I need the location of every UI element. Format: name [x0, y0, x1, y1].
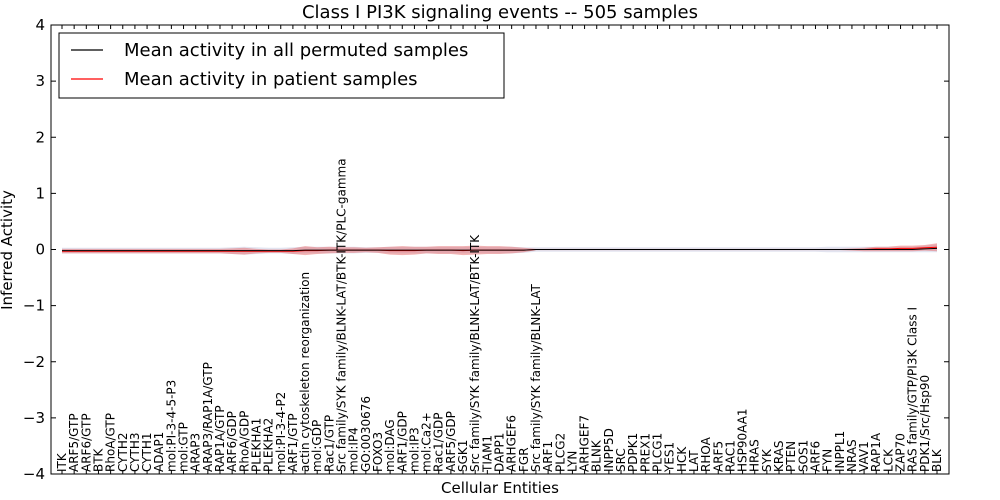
x-tick-label: TIAM1: [480, 435, 494, 473]
x-tick-label: GO:0030676: [359, 396, 373, 472]
x-tick-label: ARF5: [711, 441, 725, 472]
x-tick-label: DAPP1: [493, 433, 507, 472]
x-tick-label: Rac1/GDP: [432, 413, 446, 472]
y-tick-label: −4: [23, 465, 45, 483]
y-tick-label: 1: [35, 184, 45, 202]
x-tick-label: ARAP3: [189, 433, 203, 472]
x-tick-label: PREX1: [638, 433, 652, 472]
x-tick-label: ARF6/GDP: [225, 411, 239, 472]
x-tick-label: NRAS: [845, 439, 859, 472]
y-tick-label: 2: [35, 128, 45, 146]
x-tick-label: mol:GDP: [310, 420, 324, 472]
x-tick-label: PTEN: [784, 441, 798, 472]
legend-box: [58, 32, 505, 99]
x-tick-label: SGK1: [456, 440, 470, 472]
legend-label: Mean activity in patient samples: [124, 69, 418, 90]
x-tick-label: ARAP3/RAP1A/GTP: [201, 362, 215, 472]
x-tick-label: ARF5/GTP: [67, 413, 81, 472]
y-tick-label: 4: [35, 16, 45, 34]
x-tick-label: YES1: [663, 442, 677, 473]
x-tick-label: VAV1: [857, 441, 871, 472]
x-tick-label: LAT: [687, 450, 701, 472]
x-tick-label: ADAP1: [152, 432, 166, 472]
x-tick-label: ZAP70: [894, 433, 908, 472]
x-tick-label: ARF5/GDP: [444, 411, 458, 472]
x-tick-label: ARHGEF7: [578, 415, 592, 472]
legend: Mean activity in all permuted samples Mea…: [58, 32, 505, 99]
x-tick-label: INPP5D: [602, 428, 616, 472]
x-tick-label: Src family/SYK family/BLNK-LAT/BTK-ITK/P…: [335, 158, 349, 472]
x-tick-label: RAP1A: [869, 432, 883, 472]
x-tick-label: mol:PI-3-4-P2: [274, 392, 288, 472]
plot-area: 43210−1−2−3−4ITKARF5/GTPARF6/GTPBTKRhoA/…: [23, 16, 950, 483]
x-tick-label: FOXO3: [371, 432, 385, 472]
x-tick-label: PLEKHA2: [262, 418, 276, 472]
x-tick-label: mol:IP4: [347, 427, 361, 472]
x-tick-label: INPPL1: [833, 431, 847, 472]
x-tick-label: HCK: [675, 446, 689, 472]
x-tick-label: mol:PI-3-4-5-P3: [164, 380, 178, 472]
x-tick-label: mol:IP3: [407, 427, 421, 472]
x-tick-label: LCK: [881, 448, 895, 472]
x-tick-label: RAP1A/GTP: [213, 405, 227, 472]
legend-label: Mean activity in all permuted samples: [124, 40, 468, 61]
x-tick-label: PLCG2: [553, 433, 567, 472]
y-tick-label: −3: [23, 409, 45, 427]
x-tick-label: RAC1: [723, 440, 737, 472]
x-tick-label: KRAS: [772, 440, 786, 472]
series-band-1: [62, 243, 937, 256]
x-axis-label: Cellular Entities: [441, 479, 559, 497]
x-tick-label: actin cytoskeleton reorganization: [298, 272, 312, 472]
x-tick-label: CYTH3: [128, 433, 142, 473]
x-tick-label: PDPK1: [626, 433, 640, 472]
x-tick-label: Src family/SYK family/BLNK-LAT/BTK-ITK: [468, 234, 482, 472]
x-tick-label: ARHGEF6: [505, 415, 519, 472]
x-tick-label: ARF1/GDP: [395, 411, 409, 472]
x-tick-label: RHOA: [699, 436, 713, 472]
x-tick-label: PLEKHA1: [249, 418, 263, 472]
x-tick-label: SYK: [760, 448, 774, 472]
chart-title: Class I PI3K signaling events -- 505 sam…: [302, 2, 698, 23]
x-tick-label: CYTH2: [116, 433, 130, 473]
x-tick-label: HRAS: [748, 439, 762, 472]
x-tick-label: ARF1/GTP: [286, 413, 300, 472]
x-tick-label: RhoA/GDP: [237, 411, 251, 472]
x-tick-label: ARF6: [809, 441, 823, 472]
x-tick-label: HSP90AA1: [736, 408, 750, 472]
x-tick-label: RAS family/GTP/PI3K Class I: [906, 307, 920, 472]
x-tick-label: Rac1/GTP: [322, 415, 336, 472]
y-tick-label: −2: [23, 353, 45, 371]
x-tick-label: PLCG1: [651, 433, 665, 472]
y-tick-label: −1: [23, 297, 45, 315]
x-tick-label: Src family/SYK family/BLNK-LAT: [529, 283, 543, 472]
x-tick-label: ARF1: [541, 441, 555, 472]
x-tick-label: mol:GTP: [177, 422, 191, 472]
series-line-0: [62, 247, 938, 252]
x-tick-label: ARF6/GTP: [79, 413, 93, 472]
x-tick-label: SOS1: [796, 440, 810, 472]
x-tick-label: BLNK: [590, 439, 604, 472]
x-tick-label: mol:DAG: [383, 419, 397, 472]
x-tick-label: RhoA/GTP: [104, 413, 118, 472]
x-tick-label: FGR: [517, 447, 531, 472]
y-tick-label: 0: [35, 241, 45, 259]
x-tick-label: ITK: [55, 452, 69, 472]
x-tick-label: PDK1/Src/Hsp90: [918, 375, 932, 472]
series-band-0: [62, 244, 937, 255]
x-tick-label: CYTH1: [140, 433, 154, 473]
x-tick-label: LYN: [565, 451, 579, 472]
x-tick-label: BTK: [92, 447, 106, 472]
y-tick-label: 3: [35, 72, 45, 90]
x-tick-label: mol:Ca2+: [420, 412, 434, 472]
y-axis-label: Inferred Activity: [0, 190, 16, 310]
x-tick-label: BLK: [930, 448, 944, 472]
x-tick-label: FYN: [821, 449, 835, 472]
x-tick-label: SRC: [614, 448, 628, 472]
